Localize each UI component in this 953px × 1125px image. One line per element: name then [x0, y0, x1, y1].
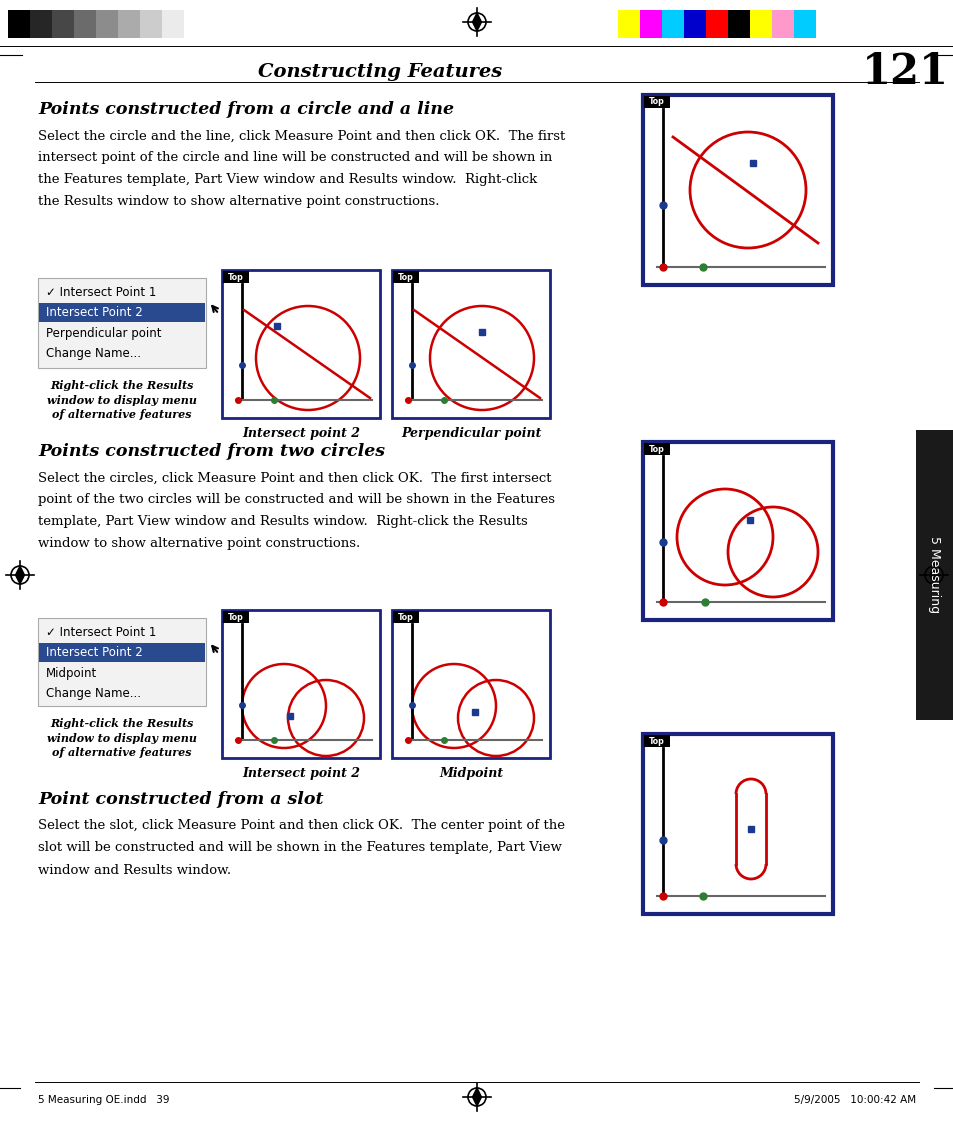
Bar	[223, 611, 249, 623]
Bar	[8, 10, 30, 38]
Text: Intersect Point 2: Intersect Point 2	[46, 306, 143, 319]
Text: Perpendicular point: Perpendicular point	[400, 428, 540, 441]
Text: Intersect point 2: Intersect point 2	[242, 428, 359, 441]
Bar	[30, 10, 52, 38]
Text: Top: Top	[648, 444, 664, 453]
Text: 5 Measuring OE.indd   39: 5 Measuring OE.indd 39	[38, 1095, 170, 1105]
Text: ✓ Intersect Point 1: ✓ Intersect Point 1	[46, 287, 156, 299]
Bar	[74, 10, 96, 38]
Text: Midpoint: Midpoint	[46, 666, 97, 680]
Bar	[52, 10, 74, 38]
Bar	[162, 10, 184, 38]
Text: the Results window to show alternative point constructions.: the Results window to show alternative p…	[38, 196, 439, 208]
Bar	[618, 10, 639, 38]
Text: point of the two circles will be constructed and will be shown in the Features: point of the two circles will be constru…	[38, 494, 555, 506]
Text: 5 Measuring: 5 Measuring	[927, 537, 941, 613]
Bar	[793, 10, 815, 38]
Text: the Features template, Part View window and Results window.  Right-click: the Features template, Part View window …	[38, 173, 537, 187]
Bar	[38, 278, 206, 368]
Text: Select the circle and the line, click Measure Point and then click OK.  The firs: Select the circle and the line, click Me…	[38, 129, 565, 143]
Bar	[915, 430, 953, 720]
Bar	[705, 10, 727, 38]
Bar	[96, 10, 118, 38]
Text: Midpoint: Midpoint	[438, 767, 502, 781]
Text: Top: Top	[228, 272, 244, 281]
Text: Top: Top	[228, 612, 244, 621]
Bar	[222, 270, 379, 418]
Text: window to show alternative point constructions.: window to show alternative point constru…	[38, 538, 360, 550]
Text: intersect point of the circle and line will be constructed and will be shown in: intersect point of the circle and line w…	[38, 152, 552, 164]
Text: Change Name...: Change Name...	[46, 346, 141, 360]
Bar	[642, 734, 832, 914]
Text: Point constructed from a slot: Point constructed from a slot	[38, 792, 323, 809]
Bar	[39, 644, 205, 662]
Text: Points constructed from two circles: Points constructed from two circles	[38, 443, 385, 460]
Bar	[661, 10, 683, 38]
Bar	[639, 10, 661, 38]
Bar	[643, 96, 669, 108]
Text: Intersect Point 2: Intersect Point 2	[46, 647, 143, 659]
Text: Top: Top	[397, 612, 414, 621]
Text: window and Results window.: window and Results window.	[38, 864, 231, 876]
Bar	[643, 735, 669, 747]
Bar	[222, 610, 379, 758]
Bar	[393, 271, 418, 284]
Bar	[118, 10, 140, 38]
Bar	[39, 303, 205, 322]
Polygon shape	[472, 14, 481, 32]
Text: Right-click the Results
window to display menu
of alternative features: Right-click the Results window to displa…	[47, 380, 196, 421]
Text: Points constructed from a circle and a line: Points constructed from a circle and a l…	[38, 101, 454, 118]
Text: Select the slot, click Measure Point and then click OK.  The center point of the: Select the slot, click Measure Point and…	[38, 819, 564, 832]
Text: 5/9/2005   10:00:42 AM: 5/9/2005 10:00:42 AM	[793, 1095, 915, 1105]
Polygon shape	[15, 566, 25, 584]
Text: Top: Top	[648, 98, 664, 107]
Bar	[392, 610, 550, 758]
Bar	[749, 10, 771, 38]
Bar	[642, 442, 832, 620]
Bar	[642, 94, 832, 285]
Text: Intersect point 2: Intersect point 2	[242, 767, 359, 781]
Bar	[392, 270, 550, 418]
Bar	[727, 10, 749, 38]
Text: template, Part View window and Results window.  Right-click the Results: template, Part View window and Results w…	[38, 515, 527, 529]
Polygon shape	[472, 1088, 481, 1106]
Bar	[38, 618, 206, 706]
Text: Top: Top	[648, 737, 664, 746]
Bar	[393, 611, 418, 623]
Polygon shape	[928, 566, 938, 584]
Text: Perpendicular point: Perpendicular point	[46, 326, 161, 340]
Text: ✓ Intersect Point 1: ✓ Intersect Point 1	[46, 627, 156, 639]
Bar	[140, 10, 162, 38]
Text: Change Name...: Change Name...	[46, 686, 141, 700]
Text: Select the circles, click Measure Point and then click OK.  The first intersect: Select the circles, click Measure Point …	[38, 471, 551, 485]
Bar	[771, 10, 793, 38]
Bar	[184, 10, 206, 38]
Bar	[643, 443, 669, 454]
Text: slot will be constructed and will be shown in the Features template, Part View: slot will be constructed and will be sho…	[38, 842, 561, 855]
Text: Constructing Features: Constructing Features	[257, 63, 501, 81]
Bar	[683, 10, 705, 38]
Text: Right-click the Results
window to display menu
of alternative features: Right-click the Results window to displa…	[47, 718, 196, 758]
Bar	[223, 271, 249, 284]
Text: 121: 121	[861, 51, 947, 93]
Text: Top: Top	[397, 272, 414, 281]
